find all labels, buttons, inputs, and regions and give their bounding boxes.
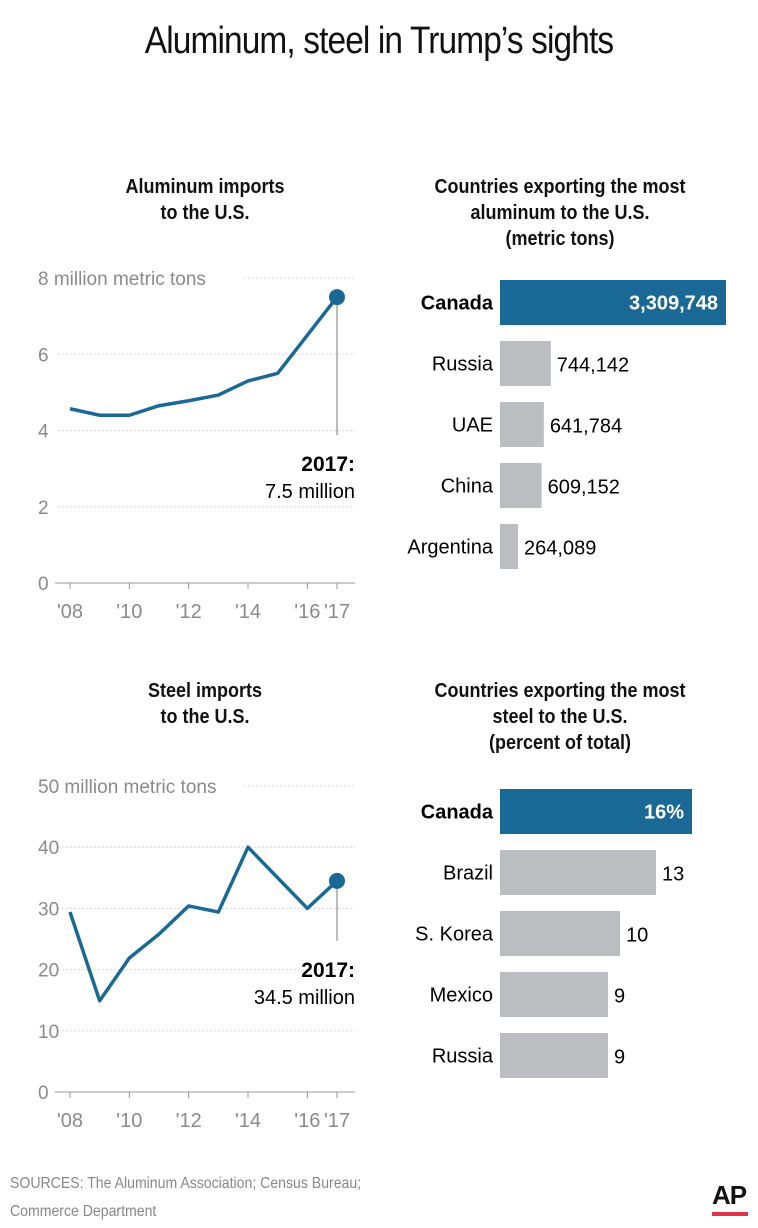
category-label: Russia — [432, 1046, 494, 1068]
data-point-2017 — [329, 872, 345, 889]
steel-bar-title: Countries exporting the most steel to th… — [407, 678, 713, 756]
category-label: Canada — [421, 293, 494, 315]
x-tick-label: '14 — [235, 601, 261, 623]
annotation-year: 2017: — [301, 453, 355, 476]
x-tick-label: '10 — [116, 601, 142, 623]
value-label: 9 — [614, 1047, 625, 1069]
title-line: Countries exporting the most — [434, 680, 686, 702]
category-label: S. Korea — [415, 924, 494, 946]
data-point-2017 — [329, 289, 345, 306]
x-tick-label: '14 — [235, 1110, 261, 1132]
value-label: 641,784 — [550, 416, 622, 438]
bar-mexico — [500, 972, 608, 1017]
x-tick-label: '10 — [116, 1110, 142, 1132]
category-label: Argentina — [407, 537, 493, 559]
x-tick-label: '17 — [324, 1110, 350, 1132]
bar-argentina — [500, 524, 519, 569]
y-tick-label: 6 — [38, 345, 49, 366]
x-tick-label: '12 — [176, 1110, 202, 1132]
y-tick-label: 4 — [38, 422, 49, 443]
value-label: 13 — [662, 864, 684, 886]
page-title: Aluminum, steel in Trump’s sights — [144, 20, 614, 62]
value-label: 744,142 — [557, 355, 629, 377]
y-tick-label: 40 — [38, 838, 59, 859]
value-label: 16% — [644, 802, 684, 824]
bar-brazil — [500, 850, 656, 895]
category-label: Brazil — [443, 863, 493, 885]
value-label: 609,152 — [548, 477, 620, 499]
aluminum-bar-title: Countries exporting the most aluminum to… — [407, 174, 713, 252]
y-tick-label: 20 — [38, 961, 59, 982]
y-tick-label: 2 — [38, 498, 49, 519]
category-label: Canada — [421, 802, 494, 824]
y-tick-label: 0 — [38, 574, 49, 595]
y-tick-label: 0 — [38, 1083, 49, 1104]
bar-canada — [500, 789, 692, 834]
y-tick-label: 10 — [38, 1022, 59, 1043]
category-label: China — [441, 476, 494, 498]
value-label: 10 — [626, 925, 648, 947]
title-line: steel to the U.S. — [492, 706, 628, 728]
y-tick-label: 50 million metric tons — [38, 777, 216, 798]
title-line: (percent of total) — [488, 732, 632, 754]
annotation-value: 7.5 million — [265, 481, 355, 503]
x-tick-label: '08 — [57, 601, 83, 623]
title-line: aluminum to the U.S. — [470, 202, 650, 224]
ap-logo: AP — [712, 1180, 747, 1210]
title-line: to the U.S. — [160, 706, 250, 728]
bar-uae — [500, 402, 544, 447]
annotation-value: 34.5 million — [254, 987, 355, 1009]
bar-skorea — [500, 911, 620, 956]
source-line: Commerce Department — [10, 1203, 157, 1220]
y-tick-label: 8 million metric tons — [38, 269, 206, 290]
x-tick-label: '17 — [324, 601, 350, 623]
x-tick-label: '16 — [294, 601, 320, 623]
value-label: 3,309,748 — [629, 293, 718, 315]
title-line: Steel imports — [147, 680, 263, 702]
data-line — [68, 845, 339, 1003]
title-line: (metric tons) — [505, 228, 615, 250]
bar-canada — [500, 280, 726, 325]
bar-russia — [500, 341, 551, 386]
category-label: Russia — [432, 354, 494, 376]
annotation-year: 2017: — [301, 959, 355, 982]
bar-china — [500, 463, 542, 508]
aluminum-line-title: Aluminum imports to the U.S. — [57, 174, 354, 226]
y-tick-label: 30 — [38, 899, 59, 920]
x-tick-label: '16 — [294, 1110, 320, 1132]
steel-line-title: Steel imports to the U.S. — [57, 678, 354, 730]
x-tick-label: '12 — [176, 601, 202, 623]
data-line — [69, 295, 339, 417]
value-label: 9 — [614, 986, 625, 1008]
title-line: to the U.S. — [160, 202, 250, 224]
value-label: 264,089 — [524, 538, 596, 560]
source-note: SOURCES: The Aluminum Association; Censu… — [10, 1170, 361, 1226]
title-line: Countries exporting the most — [434, 176, 686, 198]
category-label: UAE — [452, 415, 493, 437]
ap-logo-underline — [712, 1212, 748, 1216]
bar-russia — [500, 1033, 608, 1078]
x-tick-label: '08 — [57, 1110, 83, 1132]
category-label: Mexico — [430, 985, 493, 1007]
title-line: Aluminum imports — [125, 176, 285, 198]
source-line: SOURCES: The Aluminum Association; Censu… — [10, 1175, 362, 1192]
